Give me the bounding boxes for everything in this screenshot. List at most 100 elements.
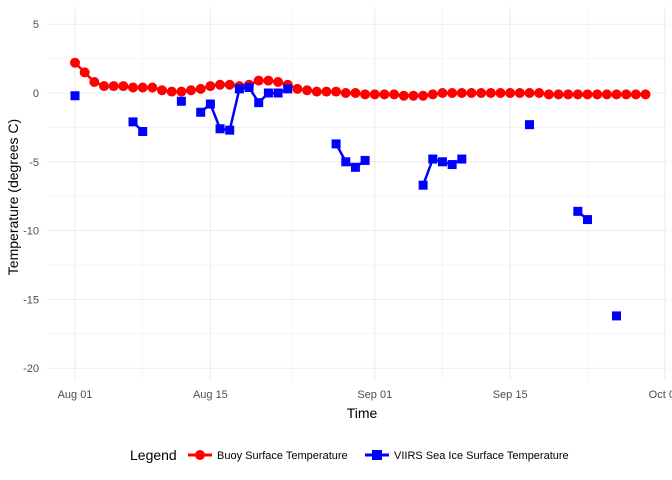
buoy-point	[418, 90, 429, 101]
buoy-point	[476, 88, 487, 98]
viirs-point	[360, 155, 370, 165]
x-tick-label: Aug 15	[193, 389, 228, 401]
legend-label-buoy: Buoy Surface Temperature	[217, 450, 348, 462]
buoy-point	[205, 81, 216, 92]
buoy-point	[263, 75, 274, 86]
buoy-point	[350, 88, 361, 98]
buoy-point	[360, 89, 371, 100]
buoy-point	[601, 89, 612, 100]
buoy-point	[79, 67, 90, 78]
buoy-point	[630, 89, 641, 100]
legend: Legend Buoy Surface Temperature VIIRS Se…	[130, 447, 569, 463]
buoy-point	[321, 86, 332, 97]
viirs-point	[263, 88, 273, 98]
buoy-point	[495, 88, 506, 98]
buoy-point	[253, 75, 264, 86]
legend-key-buoy	[188, 450, 212, 460]
viirs-point	[225, 125, 235, 135]
y-tick-label: 5	[33, 19, 39, 31]
y-tick-label: -5	[29, 157, 39, 169]
buoy-point	[137, 82, 148, 93]
buoy-point	[640, 89, 651, 100]
series-line-viirs	[199, 86, 289, 132]
viirs-point	[457, 154, 467, 164]
buoy-point	[157, 85, 168, 96]
buoy-point	[582, 89, 593, 100]
buoy-point	[99, 81, 110, 92]
x-axis-ticks: Aug 01 Aug 15 Sep 01 Sep 15 Oct 01	[58, 389, 672, 401]
buoy-point	[408, 90, 419, 101]
series-line-viirs	[335, 143, 366, 169]
buoy-point	[215, 79, 226, 90]
viirs-point	[573, 206, 583, 216]
series-points	[70, 57, 651, 321]
buoy-point	[534, 88, 545, 98]
buoy-point	[195, 83, 206, 94]
viirs-point	[612, 311, 622, 321]
buoy-point	[543, 89, 554, 100]
y-tick-label: -10	[23, 226, 39, 238]
viirs-point	[273, 88, 283, 98]
buoy-point	[311, 86, 322, 97]
y-axis-title: Temperature (degrees C)	[5, 119, 21, 275]
buoy-point	[89, 76, 100, 87]
buoy-point	[398, 90, 409, 101]
viirs-point	[244, 82, 254, 92]
x-tick-label: Oct 01	[649, 389, 672, 401]
viirs-point	[215, 124, 225, 134]
viirs-point	[196, 107, 206, 117]
viirs-point	[350, 162, 360, 172]
buoy-point	[379, 89, 390, 100]
buoy-point	[572, 89, 583, 100]
buoy-point	[302, 85, 313, 96]
buoy-point	[485, 88, 496, 98]
buoy-point	[611, 89, 622, 100]
y-tick-label: 0	[33, 88, 39, 100]
buoy-point	[369, 89, 380, 100]
viirs-point	[128, 117, 138, 127]
y-tick-label: -20	[23, 363, 39, 375]
viirs-point	[254, 98, 264, 108]
viirs-point	[70, 91, 80, 101]
buoy-point	[563, 89, 574, 100]
buoy-point	[505, 88, 516, 98]
viirs-point	[283, 84, 293, 94]
grid-minor	[47, 7, 668, 380]
buoy-point	[427, 89, 438, 100]
buoy-point	[128, 82, 139, 93]
buoy-point	[514, 88, 525, 98]
viirs-point	[418, 180, 428, 190]
buoy-point	[176, 86, 187, 97]
y-tick-label: -15	[23, 294, 39, 306]
x-tick-label: Sep 01	[357, 389, 392, 401]
buoy-point	[466, 88, 477, 98]
viirs-point	[331, 139, 341, 149]
buoy-point	[340, 88, 351, 98]
buoy-point	[437, 88, 448, 98]
viirs-point	[138, 127, 148, 137]
viirs-point	[205, 99, 215, 109]
y-axis-ticks: 5 0 -5 -10 -15 -20	[23, 19, 39, 375]
buoy-point	[331, 86, 342, 97]
buoy-point	[108, 81, 119, 92]
viirs-point	[437, 157, 447, 167]
buoy-point	[456, 88, 467, 98]
buoy-point	[147, 82, 158, 93]
buoy-point	[166, 86, 177, 97]
legend-key-viirs	[365, 450, 389, 460]
buoy-point	[186, 85, 197, 96]
viirs-point	[234, 84, 244, 94]
buoy-point	[553, 89, 564, 100]
x-axis-title: Time	[347, 405, 378, 421]
viirs-point	[341, 157, 351, 167]
buoy-point	[592, 89, 603, 100]
buoy-point	[273, 76, 284, 87]
x-tick-label: Sep 15	[493, 389, 528, 401]
buoy-point	[118, 81, 129, 92]
viirs-point	[176, 96, 186, 106]
legend-title: Legend	[130, 447, 177, 463]
viirs-point	[447, 160, 457, 170]
buoy-point	[292, 83, 303, 94]
viirs-point	[583, 215, 593, 225]
